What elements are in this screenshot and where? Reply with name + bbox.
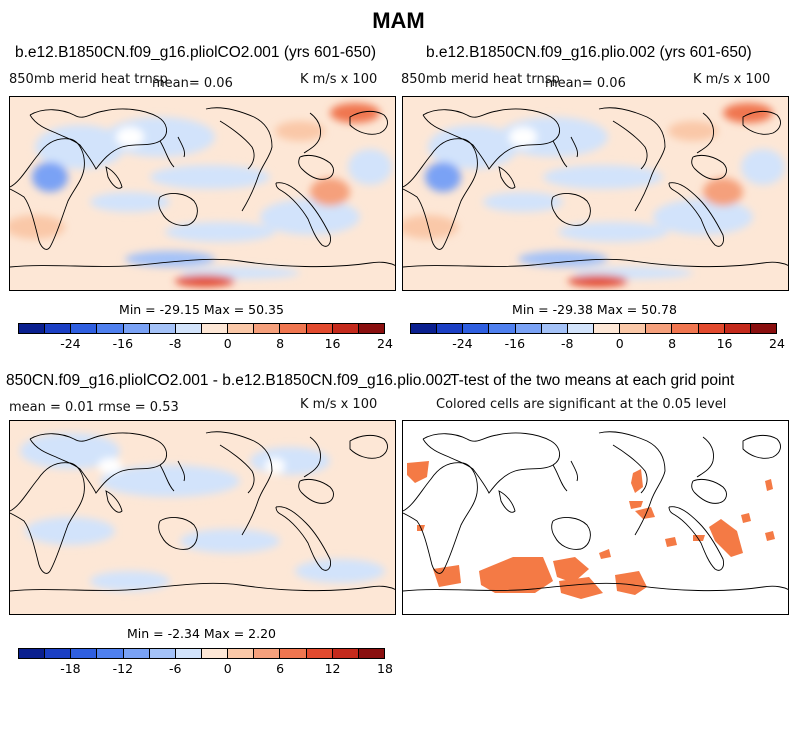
panel2-variable: 850mb merid heat trnsp [401, 72, 560, 87]
colorbar-swatch [19, 649, 46, 658]
colorbar-swatch [280, 324, 307, 333]
colorbar-tick-label: 8 [668, 336, 677, 351]
panel2-units: K m/s x 100 [693, 72, 771, 87]
colorbar-tick-label: -24 [60, 336, 81, 351]
panel3-minmax: Min = -2.34 Max = 2.20 [126, 626, 276, 641]
colorbar-swatch [332, 649, 359, 658]
colorbar-swatch [306, 649, 333, 658]
colorbar-swatch [306, 324, 333, 333]
panel4-field [403, 421, 788, 614]
colorbar-swatch [620, 324, 647, 333]
colorbar-swatch [280, 649, 307, 658]
panel4-subtitle: Colored cells are significant at the 0.0… [436, 397, 727, 412]
colorbar-swatches [18, 323, 385, 334]
colorbar-swatch [750, 324, 776, 333]
panel1-colorbar: -24 -16 -8 0 8 16 24 [18, 323, 393, 352]
colorbar-tick-label: 0 [223, 336, 232, 351]
panel2-mean: mean= 0.06 [545, 76, 626, 91]
colorbar-swatch [228, 324, 255, 333]
colorbar-swatch [201, 324, 229, 333]
colorbar-swatch [724, 324, 751, 333]
colorbar-swatch [463, 324, 490, 333]
colorbar-swatch [45, 649, 72, 658]
panel3-map [9, 420, 396, 615]
colorbar-swatch [123, 324, 150, 333]
panel2-minmax: Min = -29.38 Max = 50.78 [512, 302, 677, 317]
colorbar-swatch [228, 649, 255, 658]
colorbar-tick-label: 16 [324, 336, 341, 351]
panel2-colorbar: -24 -16 -8 0 8 16 24 [410, 323, 785, 352]
colorbar-swatch [358, 649, 384, 658]
colorbar-tick-label: -12 [112, 661, 134, 676]
main-title: MAM [372, 8, 425, 33]
colorbar-tick-label: -16 [504, 336, 526, 351]
colorbar-tick-label: -8 [561, 336, 574, 351]
colorbar-tick-label: -16 [112, 336, 134, 351]
panel1-title: b.e12.B1850CN.f09_g16.pliolCO2.001 (yrs … [15, 44, 377, 61]
panel2-title: b.e12.B1850CN.f09_g16.plio.002 (yrs 601-… [426, 44, 752, 61]
colorbar-swatch [45, 324, 72, 333]
colorbar-swatches [18, 648, 385, 659]
panel3-title: 850CN.f09_g16.pliolCO2.001 - b.e12.B1850… [6, 372, 452, 389]
colorbar-tick-label: 18 [377, 661, 393, 676]
panel1-variable: 850mb merid heat trnsp [9, 72, 168, 87]
panel1-mean: mean= 0.06 [152, 76, 233, 91]
colorbar-tick-label: 0 [615, 336, 624, 351]
colorbar-swatch [175, 649, 202, 658]
colorbar-tick-label: -8 [169, 336, 182, 351]
colorbar-tick-label: 16 [716, 336, 733, 351]
colorbar-swatch [541, 324, 568, 333]
colorbar-tick-label: -6 [169, 661, 182, 676]
colorbar-swatch [71, 324, 98, 333]
colorbar-tick-label: 8 [276, 336, 285, 351]
colorbar-swatch [97, 649, 124, 658]
panel1-field [10, 97, 395, 290]
colorbar-swatch [698, 324, 725, 333]
colorbar-swatch [489, 324, 516, 333]
colorbar-swatch [149, 324, 176, 333]
colorbar-swatch [593, 324, 621, 333]
panel3-units: K m/s x 100 [300, 397, 378, 412]
panel3-colorbar: -18 -12 -6 0 6 12 18 [18, 648, 393, 677]
colorbar-tick-label: -18 [60, 661, 81, 676]
panel3-field [10, 421, 395, 614]
colorbar-ticks: -18 -12 -6 0 6 12 18 [18, 659, 393, 677]
colorbar-tick-label: 12 [324, 661, 341, 676]
colorbar-swatch [515, 324, 542, 333]
colorbar-swatch [411, 324, 438, 333]
panel4-map [402, 420, 789, 615]
colorbar-swatches [410, 323, 777, 334]
colorbar-tick-label: 24 [377, 336, 393, 351]
panel2-map [402, 96, 789, 291]
panel1-map [9, 96, 396, 291]
colorbar-swatch [19, 324, 46, 333]
colorbar-tick-label: 24 [769, 336, 785, 351]
colorbar-swatch [672, 324, 699, 333]
colorbar-swatch [149, 649, 176, 658]
colorbar-swatch [646, 324, 673, 333]
colorbar-swatch [358, 324, 384, 333]
colorbar-tick-label: 6 [276, 661, 285, 676]
colorbar-swatch [123, 649, 150, 658]
colorbar-tick-label: -24 [452, 336, 473, 351]
panel1-minmax: Min = -29.15 Max = 50.35 [119, 302, 284, 317]
panel4-title: T-test of the two means at each grid poi… [450, 372, 735, 389]
colorbar-swatch [97, 324, 124, 333]
colorbar-swatch [71, 649, 98, 658]
colorbar-swatch [254, 324, 281, 333]
colorbar-swatch [437, 324, 464, 333]
colorbar-swatch [332, 324, 359, 333]
colorbar-swatch [175, 324, 202, 333]
panel3-stats: mean = 0.01 rmse = 0.53 [9, 400, 179, 415]
colorbar-swatch [254, 649, 281, 658]
colorbar-ticks: -24 -16 -8 0 8 16 24 [410, 334, 785, 352]
colorbar-tick-label: 0 [223, 661, 232, 676]
colorbar-swatch [201, 649, 229, 658]
colorbar-ticks: -24 -16 -8 0 8 16 24 [18, 334, 393, 352]
panel1-units: K m/s x 100 [300, 72, 378, 87]
colorbar-swatch [567, 324, 594, 333]
panel2-field [403, 97, 788, 290]
